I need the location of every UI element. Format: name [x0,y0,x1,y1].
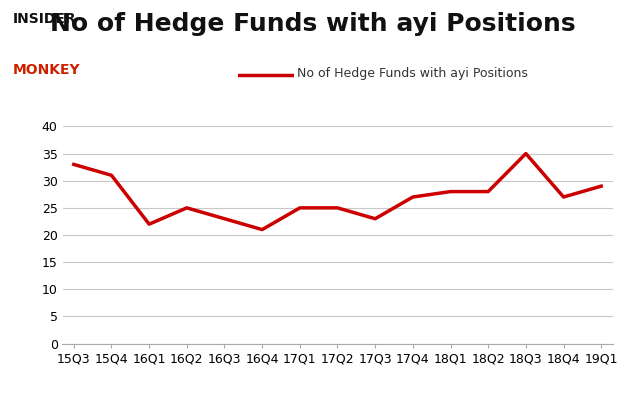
Text: INSIDER: INSIDER [12,12,76,26]
Text: MONKEY: MONKEY [12,63,80,77]
Text: No of Hedge Funds with ayi Positions: No of Hedge Funds with ayi Positions [297,67,528,79]
Text: No of Hedge Funds with ayi Positions: No of Hedge Funds with ayi Positions [50,12,576,36]
